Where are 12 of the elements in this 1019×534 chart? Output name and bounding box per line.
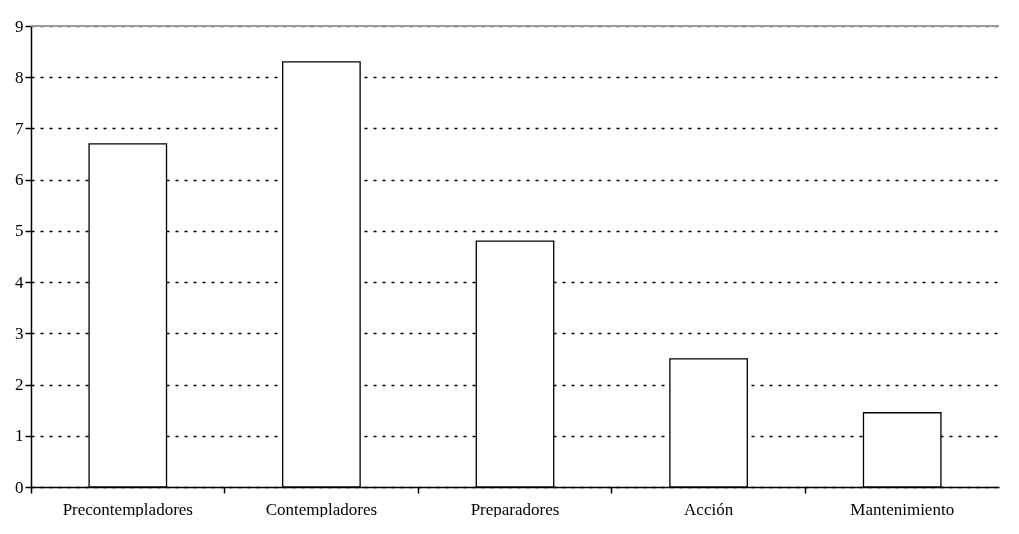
y-tick-label: 1 bbox=[15, 426, 24, 446]
y-tick-label: 5 bbox=[15, 221, 24, 241]
y-tick-label: 2 bbox=[15, 375, 24, 395]
y-tick-label: 0 bbox=[15, 477, 24, 497]
y-tick-label: 8 bbox=[15, 67, 24, 87]
y-tick-label: 9 bbox=[15, 16, 24, 36]
x-tick-label: Acción bbox=[684, 499, 734, 519]
y-tick-label: 7 bbox=[15, 118, 24, 138]
y-tick-label: 4 bbox=[15, 272, 24, 292]
x-tick-label: Mantenimiento bbox=[850, 499, 955, 519]
y-tick-label: 6 bbox=[15, 170, 24, 190]
y-tick-label: 3 bbox=[15, 323, 24, 343]
